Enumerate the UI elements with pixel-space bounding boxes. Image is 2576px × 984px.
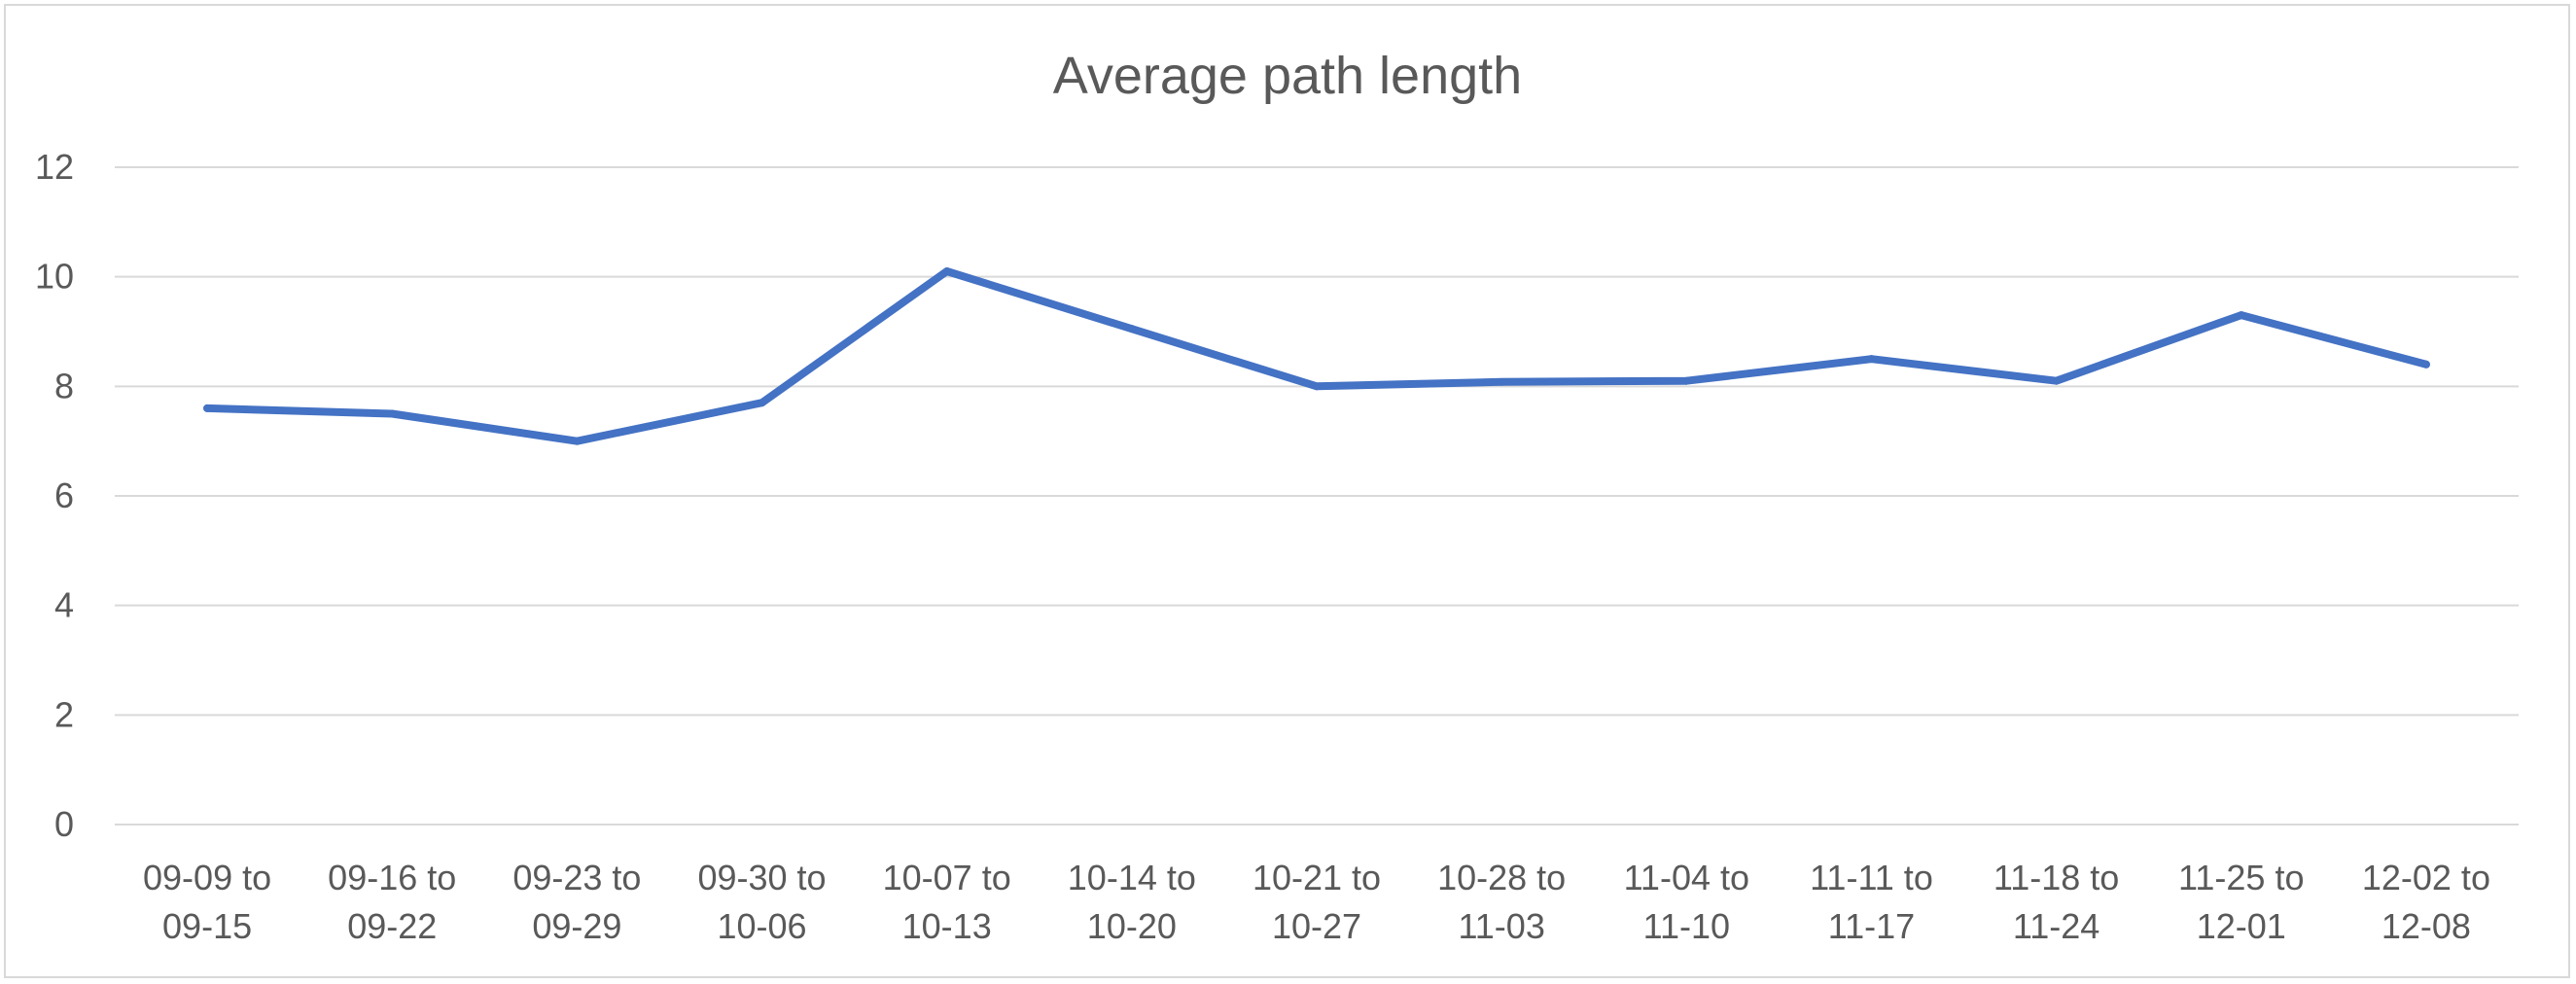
- data-point: [2421, 360, 2430, 369]
- data-point: [1313, 382, 1321, 391]
- data-point: [388, 409, 397, 418]
- y-tick-label: 10: [35, 257, 74, 297]
- y-tick-label: 0: [54, 804, 74, 844]
- x-tick-label: 11-04 to 11-10: [1624, 858, 1749, 946]
- gridlines: [115, 166, 2519, 826]
- y-tick-label: 4: [54, 585, 74, 625]
- x-tick-label: 09-16 to 09-22: [328, 858, 456, 946]
- data-point: [758, 399, 766, 407]
- x-tick-label: 09-23 to 09-29: [512, 858, 641, 946]
- x-axis-ticks: 09-09 to 09-15 09-16 to 09-22 09-23 to 09-29 0…: [143, 858, 2490, 946]
- chart-title: Average path length: [1053, 47, 1522, 105]
- x-tick-label: 09-30 to 10-06: [697, 858, 826, 946]
- x-tick-label: 10-21 to 10-27: [1253, 858, 1381, 946]
- y-tick-label: 2: [54, 694, 74, 734]
- data-point: [1498, 377, 1506, 386]
- x-tick-label: 11-25 to 12-01: [2178, 858, 2304, 946]
- data-point: [2052, 376, 2061, 385]
- data-point: [1867, 355, 1876, 364]
- x-tick-label: 11-18 to 11-24: [1994, 858, 2119, 946]
- data-point: [203, 404, 212, 412]
- x-tick-label: 09-09 to 09-15: [143, 858, 271, 946]
- x-tick-label: 10-28 to 11-03: [1437, 858, 1566, 946]
- y-tick-label: 6: [54, 475, 74, 515]
- data-point: [942, 267, 951, 276]
- x-tick-label: 10-07 to 10-13: [883, 858, 1011, 946]
- x-tick-label: 10-14 to 10-20: [1068, 858, 1196, 946]
- data-point: [1127, 325, 1136, 334]
- series-layer: [203, 267, 2430, 445]
- series-line: [203, 267, 2430, 445]
- y-tick-label: 8: [54, 366, 74, 405]
- data-point: [1682, 376, 1691, 385]
- data-point: [2237, 311, 2245, 320]
- y-axis-ticks: 0 2 4 6 8 10 12: [35, 147, 74, 844]
- x-tick-label: 11-11 to 11-17: [1810, 858, 1933, 946]
- y-tick-label: 12: [35, 147, 74, 187]
- data-point: [573, 437, 582, 445]
- x-tick-label: 12-02 to 12-08: [2362, 858, 2490, 946]
